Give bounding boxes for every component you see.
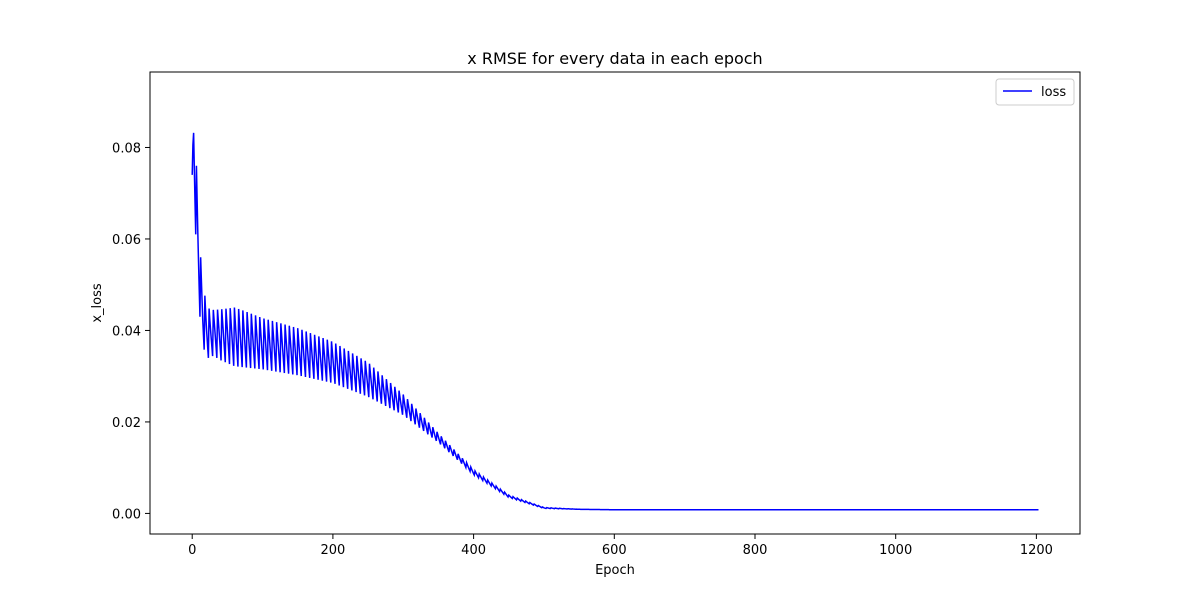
y-tick-label: 0.04 xyxy=(112,324,141,339)
x-tick-label: 1200 xyxy=(1020,543,1053,558)
y-tick-label: 0.08 xyxy=(112,141,141,156)
chart-title: x RMSE for every data in each epoch xyxy=(467,49,762,68)
x-tick-label: 600 xyxy=(602,543,627,558)
plot-area xyxy=(191,132,1039,511)
legend-label-loss: loss xyxy=(1041,85,1066,100)
axes-frame xyxy=(149,71,1081,535)
y-tick-label: 0.02 xyxy=(112,416,141,431)
x-tick-label: 0 xyxy=(188,543,196,558)
y-tick-label: 0.00 xyxy=(112,507,141,522)
y-axis-label: x_loss xyxy=(90,283,105,323)
x-tick-label: 1000 xyxy=(879,543,912,558)
x-tick-label: 800 xyxy=(743,543,768,558)
x-tick-label: 400 xyxy=(461,543,486,558)
y-axis-ticks: 0.00 0.02 0.04 0.06 0.08 xyxy=(112,141,150,522)
series-line-loss xyxy=(191,132,1039,511)
x-axis-ticks: 0 200 400 600 800 1000 1200 xyxy=(188,534,1053,558)
x-axis-label: Epoch xyxy=(595,563,635,578)
x-tick-label: 200 xyxy=(320,543,345,558)
legend: loss xyxy=(995,78,1075,106)
y-tick-label: 0.06 xyxy=(112,233,141,248)
legend-box xyxy=(995,78,1075,106)
